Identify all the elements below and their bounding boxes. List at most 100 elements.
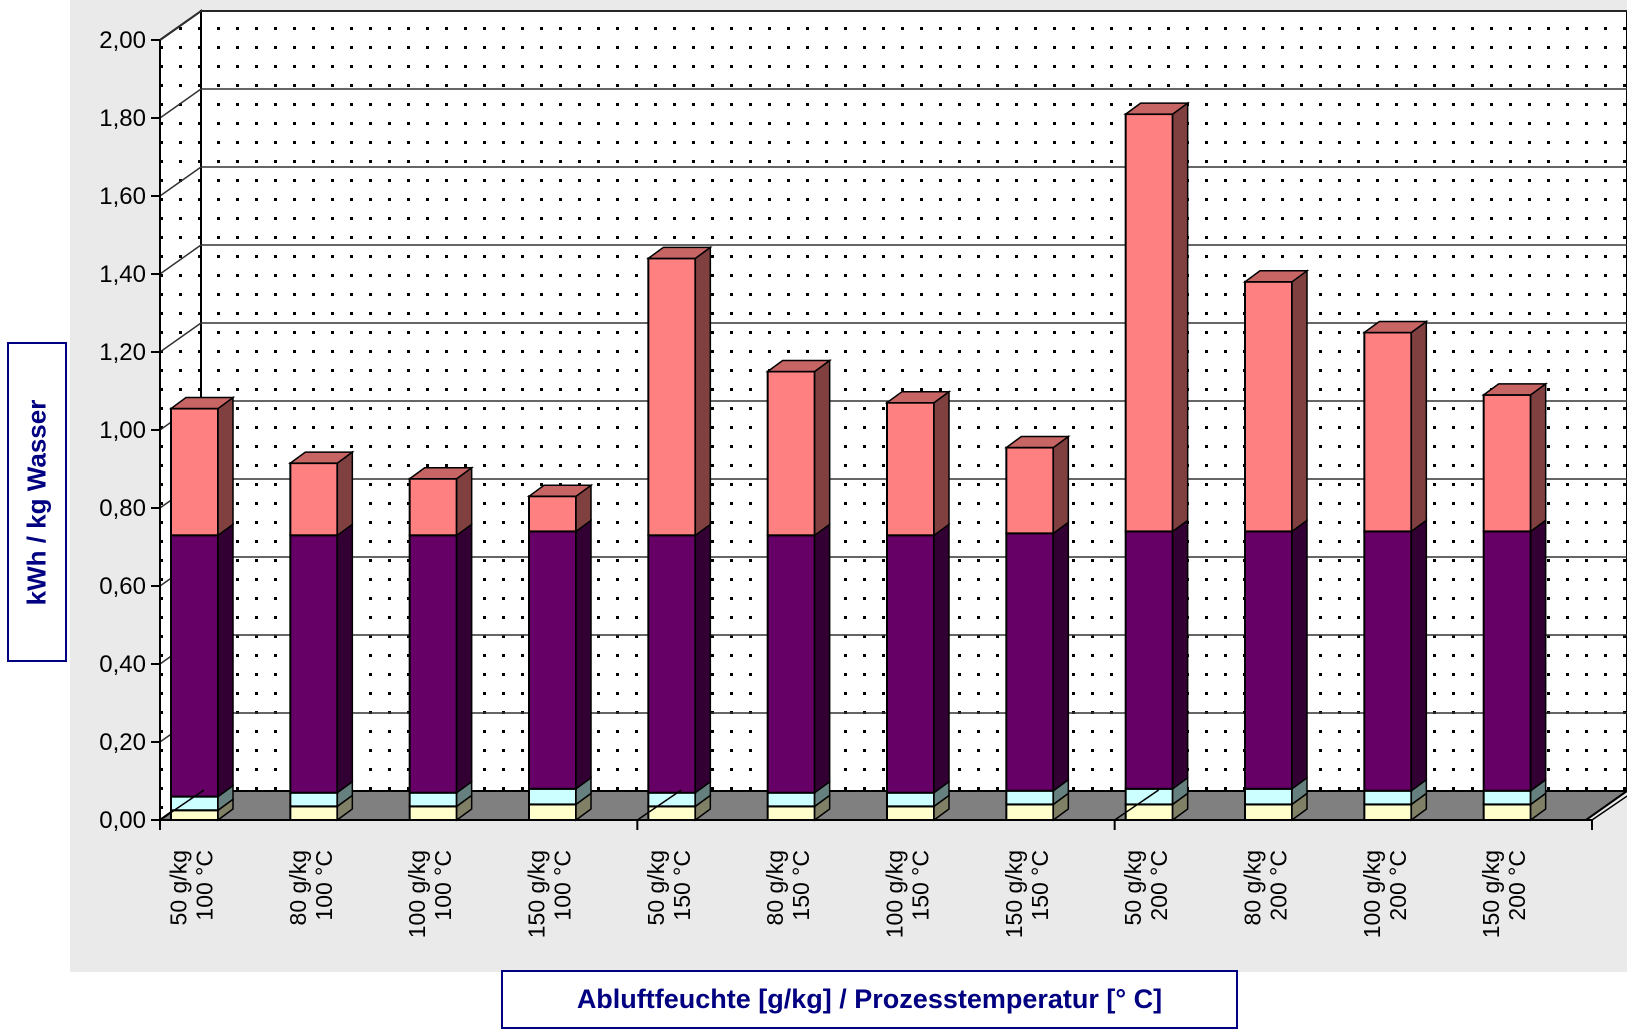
x-tick-label-line: 200 °C bbox=[1266, 850, 1292, 921]
bar-front bbox=[289, 805, 339, 821]
x-tick-label-line: 150 °C bbox=[669, 850, 695, 921]
bar-stack bbox=[1362, 320, 1429, 822]
x-tick-label-line: 100 g/kg bbox=[404, 850, 430, 938]
bar-segment bbox=[886, 390, 950, 537]
x-tick-label-line: 100 °C bbox=[192, 850, 218, 921]
bar-side bbox=[1171, 101, 1189, 533]
bar-front bbox=[528, 803, 577, 822]
x-tick-label: 150 g/kg100 °C bbox=[524, 850, 576, 938]
y-tick-label: 0,40 bbox=[99, 651, 146, 678]
x-tick-label: 80 g/kg200 °C bbox=[1240, 850, 1292, 925]
bar-side bbox=[455, 522, 473, 795]
y-tick-label: 1,00 bbox=[99, 417, 146, 444]
bar-front bbox=[886, 534, 935, 794]
bar-front bbox=[1244, 280, 1293, 533]
x-tick-label-line: 100 °C bbox=[550, 850, 576, 921]
gridline-side bbox=[159, 322, 202, 353]
bar-segment bbox=[647, 522, 712, 795]
bar-top bbox=[1123, 102, 1190, 115]
gridline-side bbox=[159, 10, 202, 41]
bar-stack bbox=[1123, 101, 1190, 822]
gridline-side bbox=[159, 88, 202, 119]
bar-side bbox=[217, 396, 234, 537]
x-tick-label-line: 80 g/kg bbox=[285, 850, 311, 925]
x-tick-label-line: 80 g/kg bbox=[762, 850, 788, 925]
x-tick-label: 80 g/kg150 °C bbox=[762, 850, 814, 925]
bar-segment bbox=[1363, 320, 1428, 533]
bar-segment bbox=[1244, 269, 1308, 533]
x-tick-label-line: 80 g/kg bbox=[1240, 850, 1266, 925]
bar-front bbox=[289, 534, 339, 794]
bar-side bbox=[1529, 518, 1547, 793]
x-tick-label-line: 200 °C bbox=[1504, 850, 1530, 921]
bar-front bbox=[1482, 530, 1532, 792]
bar-front bbox=[408, 534, 458, 794]
bar-segment bbox=[886, 522, 950, 795]
bar-front bbox=[1124, 530, 1174, 790]
bar-side bbox=[1291, 269, 1308, 533]
bar-side bbox=[1410, 518, 1428, 793]
bar-front bbox=[886, 401, 935, 537]
bar-stack bbox=[407, 466, 474, 822]
bar-side bbox=[1529, 382, 1547, 533]
bar-front bbox=[1005, 446, 1055, 535]
bar-segment bbox=[1005, 520, 1070, 793]
x-tick-label: 100 g/kg100 °C bbox=[404, 850, 456, 938]
x-tick-label-line: 150 g/kg bbox=[1001, 850, 1027, 938]
y-tick-label: 0,60 bbox=[99, 573, 146, 600]
x-tick-label-line: 150 °C bbox=[788, 850, 814, 921]
bar-front bbox=[886, 805, 935, 821]
bar-segment bbox=[1005, 435, 1070, 535]
bar-top bbox=[1004, 435, 1071, 449]
bar-top bbox=[765, 359, 832, 373]
x-tick-label: 50 g/kg100 °C bbox=[166, 850, 218, 925]
bar-segment bbox=[170, 396, 234, 537]
bar-segment bbox=[408, 793, 473, 822]
y-tick-label: 0,80 bbox=[99, 495, 146, 522]
x-axis-title-text: Abluftfeuchte [g/kg] / Prozesstemperatur… bbox=[576, 984, 1163, 1014]
bar-front bbox=[408, 477, 458, 537]
group-divider bbox=[1114, 789, 1160, 821]
bar-side bbox=[1052, 520, 1070, 793]
bar-front bbox=[1244, 787, 1293, 806]
bar-segment bbox=[766, 359, 831, 537]
y-tick-label: 0,20 bbox=[99, 729, 146, 756]
bar-stack bbox=[884, 390, 952, 822]
bar-side bbox=[694, 522, 712, 795]
bar-top bbox=[1362, 320, 1429, 334]
bar-top bbox=[646, 246, 713, 260]
x-tick-label-line: 200 °C bbox=[1146, 850, 1172, 921]
bar-segment bbox=[766, 522, 831, 795]
bar-side bbox=[1410, 320, 1428, 533]
bar-top bbox=[288, 451, 355, 464]
bar-segment bbox=[1244, 776, 1308, 806]
bar-front bbox=[1363, 789, 1413, 806]
bar-segment bbox=[408, 522, 473, 795]
bar-segment bbox=[1363, 518, 1428, 793]
bar-segment bbox=[289, 522, 354, 795]
x-tick-label-line: 200 °C bbox=[1385, 850, 1411, 921]
bar-segment bbox=[289, 450, 354, 537]
x-tick-label-line: 100 °C bbox=[430, 850, 456, 921]
bar-side bbox=[336, 522, 354, 795]
bar-stack bbox=[288, 450, 355, 822]
bar-front bbox=[766, 805, 816, 821]
bar-front bbox=[289, 462, 339, 537]
y-tick-label: 1,20 bbox=[99, 339, 146, 366]
bar-front bbox=[647, 791, 697, 808]
x-tick-label-line: 150 g/kg bbox=[1478, 850, 1504, 938]
bar-top bbox=[168, 396, 236, 410]
group-divider bbox=[159, 789, 205, 821]
x-tick-label-line: 150 °C bbox=[1027, 850, 1053, 921]
bar-front bbox=[1244, 803, 1293, 822]
bar-side bbox=[1291, 518, 1308, 791]
bar-segment bbox=[528, 776, 592, 806]
bar-stack bbox=[765, 359, 832, 822]
bar-front bbox=[1005, 789, 1055, 806]
bar-side bbox=[933, 390, 950, 537]
bar-front bbox=[1482, 789, 1532, 806]
x-axis-title: Abluftfeuchte [g/kg] / Prozesstemperatur… bbox=[501, 970, 1238, 1029]
bar-segment bbox=[1482, 518, 1547, 793]
bar-side bbox=[1052, 435, 1070, 535]
bar-stack bbox=[526, 483, 594, 822]
